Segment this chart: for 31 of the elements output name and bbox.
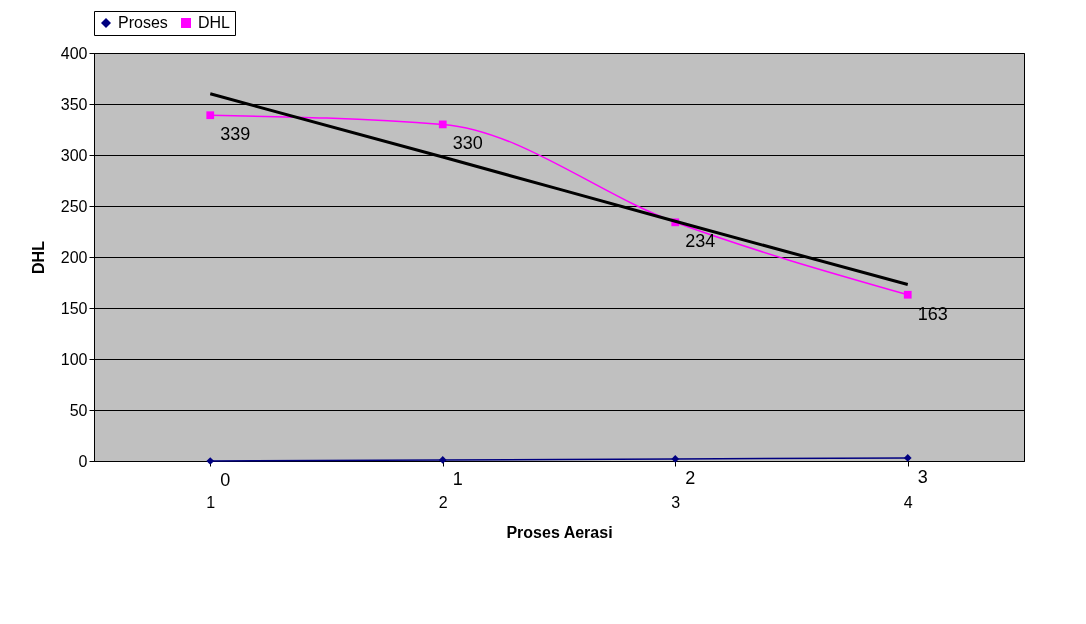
point <box>206 457 215 465</box>
x-tick-label: 4 <box>903 493 913 511</box>
data-label: 339 <box>220 124 251 145</box>
y-tick-label: 150 <box>60 299 88 317</box>
data-label: 2 <box>685 467 696 488</box>
y-tick-label: 50 <box>69 401 88 419</box>
data-label: 330 <box>452 133 483 154</box>
y-tick-label: 0 <box>78 452 88 470</box>
x-axis-title: Proses Aerasi <box>506 523 613 541</box>
point <box>671 455 680 463</box>
data-label: 1 <box>452 468 463 489</box>
data-label: 0 <box>220 470 231 490</box>
y-tick-label: 250 <box>60 197 88 215</box>
legend-label: DHL <box>198 14 231 31</box>
point <box>903 454 912 462</box>
point <box>903 290 912 299</box>
data-label: 3 <box>917 466 928 487</box>
data-label: 234 <box>685 231 716 252</box>
x-tick-label: 2 <box>438 493 448 511</box>
point <box>206 111 215 120</box>
x-tick-label: 1 <box>206 493 216 511</box>
y-axis-title: DHL <box>29 240 47 274</box>
point <box>438 456 447 464</box>
y-tick-label: 300 <box>60 146 88 164</box>
point <box>438 120 447 129</box>
y-tick-label: 200 <box>60 248 88 266</box>
y-tick-label: 100 <box>60 350 88 368</box>
x-tick-label: 3 <box>671 493 681 511</box>
legend-label: Proses <box>118 14 168 31</box>
y-tick-label: 400 <box>60 44 88 62</box>
y-tick-label: 350 <box>60 95 88 113</box>
